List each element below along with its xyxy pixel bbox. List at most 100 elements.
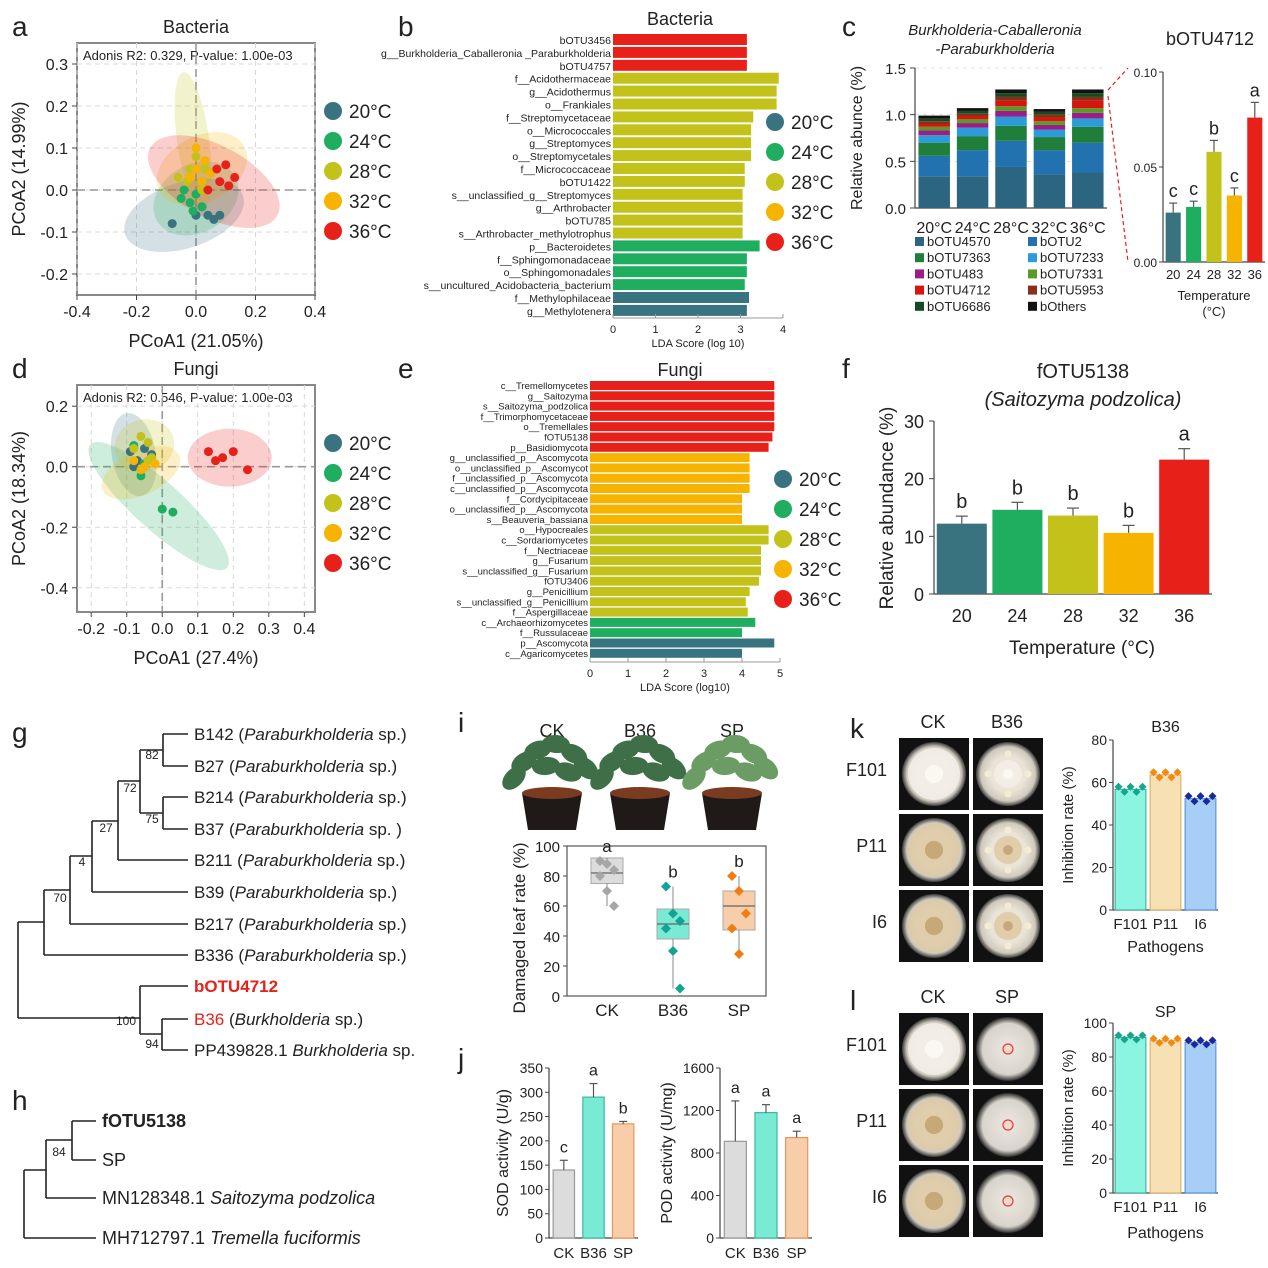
stack-segment [1033,114,1066,118]
data-point [197,177,207,187]
stack-segment [918,121,950,124]
significance-letter: a [1179,424,1191,446]
bar [1184,798,1217,911]
y-tick-label: 1.0 [885,108,906,125]
tip-species-rest: sp.) [374,915,407,934]
lda-bar [590,401,775,411]
lda-bar [613,124,752,136]
tree-tip-label: B39 (Paraburkholderia sp.) [194,883,397,902]
legend-e-marker [774,560,792,578]
x-tick-label: 0.1 [187,621,209,638]
tip-accession: MN128348.1 [102,1188,210,1208]
y-tick-label: 0.5 [885,154,906,171]
tip-paren: ( [224,757,235,776]
colony-center [924,764,944,784]
data-point [602,886,612,896]
data-point [230,172,240,182]
legend-d-marker [324,464,342,482]
stack-segment [956,127,989,137]
pot-soil [610,787,670,799]
y-tick-label: 20 [1091,1151,1107,1167]
tip-paren: ( [234,788,245,807]
lda-bar-label: s__Beauveria_bassiana [487,515,589,526]
data-point [727,871,737,881]
tip-paren: ( [224,883,235,902]
data-point [185,172,195,182]
stack-segment [956,113,989,117]
y-tick-label: 0 [1099,902,1107,918]
lda-bar-label: bOTU785 [565,216,611,228]
lda-bar [613,34,747,45]
lda-bar [590,638,775,648]
tree-tip-label: PP439828.1 Burkholderia sp. [194,1041,415,1060]
data-point [675,983,685,994]
bacterial-spot [1004,826,1012,834]
plant-leaf [712,756,740,776]
stack-segment [995,110,1027,117]
stack-segment [1072,142,1104,173]
lda-bar [590,463,750,473]
lda-bar [613,150,752,162]
stack-segment [1033,174,1066,208]
legend-b-label: 32°C [791,203,833,224]
lda-bar-label: c__Tremellomycetes [501,381,589,392]
legend-a-label: 32°C [349,192,391,213]
legend-swatch [1028,237,1037,246]
tip-species-rest: sp.) [364,883,397,902]
y-tick-label: 0 [706,1230,714,1246]
legend-e-marker [774,590,792,608]
legend-e-label: 24°C [799,500,841,521]
lda-bar [613,266,747,278]
lda-tick-label: 2 [663,668,669,680]
tree-tip-label: B27 (Paraburkholderia sp.) [194,757,397,776]
lda-bar [590,453,750,463]
tip-species-rest: sp.) [374,725,407,744]
y-tick-label: -0.2 [40,520,68,537]
lda-bar [590,504,742,514]
x-tick-label: 28 [1207,267,1221,282]
tip-species-rest: sp.) [374,788,407,807]
legend-b-marker [766,203,784,221]
chart-title-line1: fOTU5138 [1037,361,1129,383]
x-tick-label: 36 [1248,267,1262,282]
stack-segment [956,176,989,208]
data-point [1196,792,1205,801]
bar [552,1169,576,1239]
legend-label: bOTU6686 [927,299,991,314]
panel-letter-l: l [850,985,856,1016]
stack-segment [995,166,1027,208]
lda-bar [613,85,777,97]
y-axis-label: Inhibition rate (%) [1060,766,1077,884]
stack-segment [995,100,1027,107]
zoom-line-bottom [1107,95,1129,263]
legend-a-marker [324,102,342,120]
tip-id: B142 [194,725,234,744]
y-tick-label: -0.4 [40,581,68,598]
lda-bar-label: f__Sphingomonadaceae [497,254,611,266]
data-point [1138,1031,1147,1040]
lda-bar-label: s__unclassified_g__Fusarium [462,566,588,577]
tree-tip-label: B37 (Paraburkholderia sp. ) [194,820,402,839]
plates-l-column-label: SP [995,987,1019,1007]
tree-tip-label: B217 (Paraburkholderia sp.) [194,915,407,934]
chart-title-line2: (Saitozyma podzolica) [985,389,1182,411]
bar [992,509,1043,594]
tip-genus: Paraburkholderia [244,725,373,744]
legend-b-label: 36°C [791,233,833,254]
lda-bar-label: f__Cordycipitaceae [507,494,588,505]
tip-species-rest: sp. [388,1041,415,1060]
panel-letter-j: j [457,1043,464,1074]
tree-tip-label: bOTU4712 [194,977,278,996]
x-tick-label: 32 [1227,267,1241,282]
inoculum-plug [1002,1195,1014,1207]
data-point [191,143,201,153]
stack-segment [956,108,989,111]
data-point [211,456,221,466]
y-tick-label: 400 [691,1188,715,1204]
stack-segment [1033,124,1066,130]
y-tick-label: 100 [535,839,560,856]
lda-tick-label: 4 [780,324,786,336]
y-tick-label: 100 [520,1181,544,1197]
x-tick-label: -0.2 [123,304,151,321]
tip-genus: Paraburkholderia [235,820,364,839]
